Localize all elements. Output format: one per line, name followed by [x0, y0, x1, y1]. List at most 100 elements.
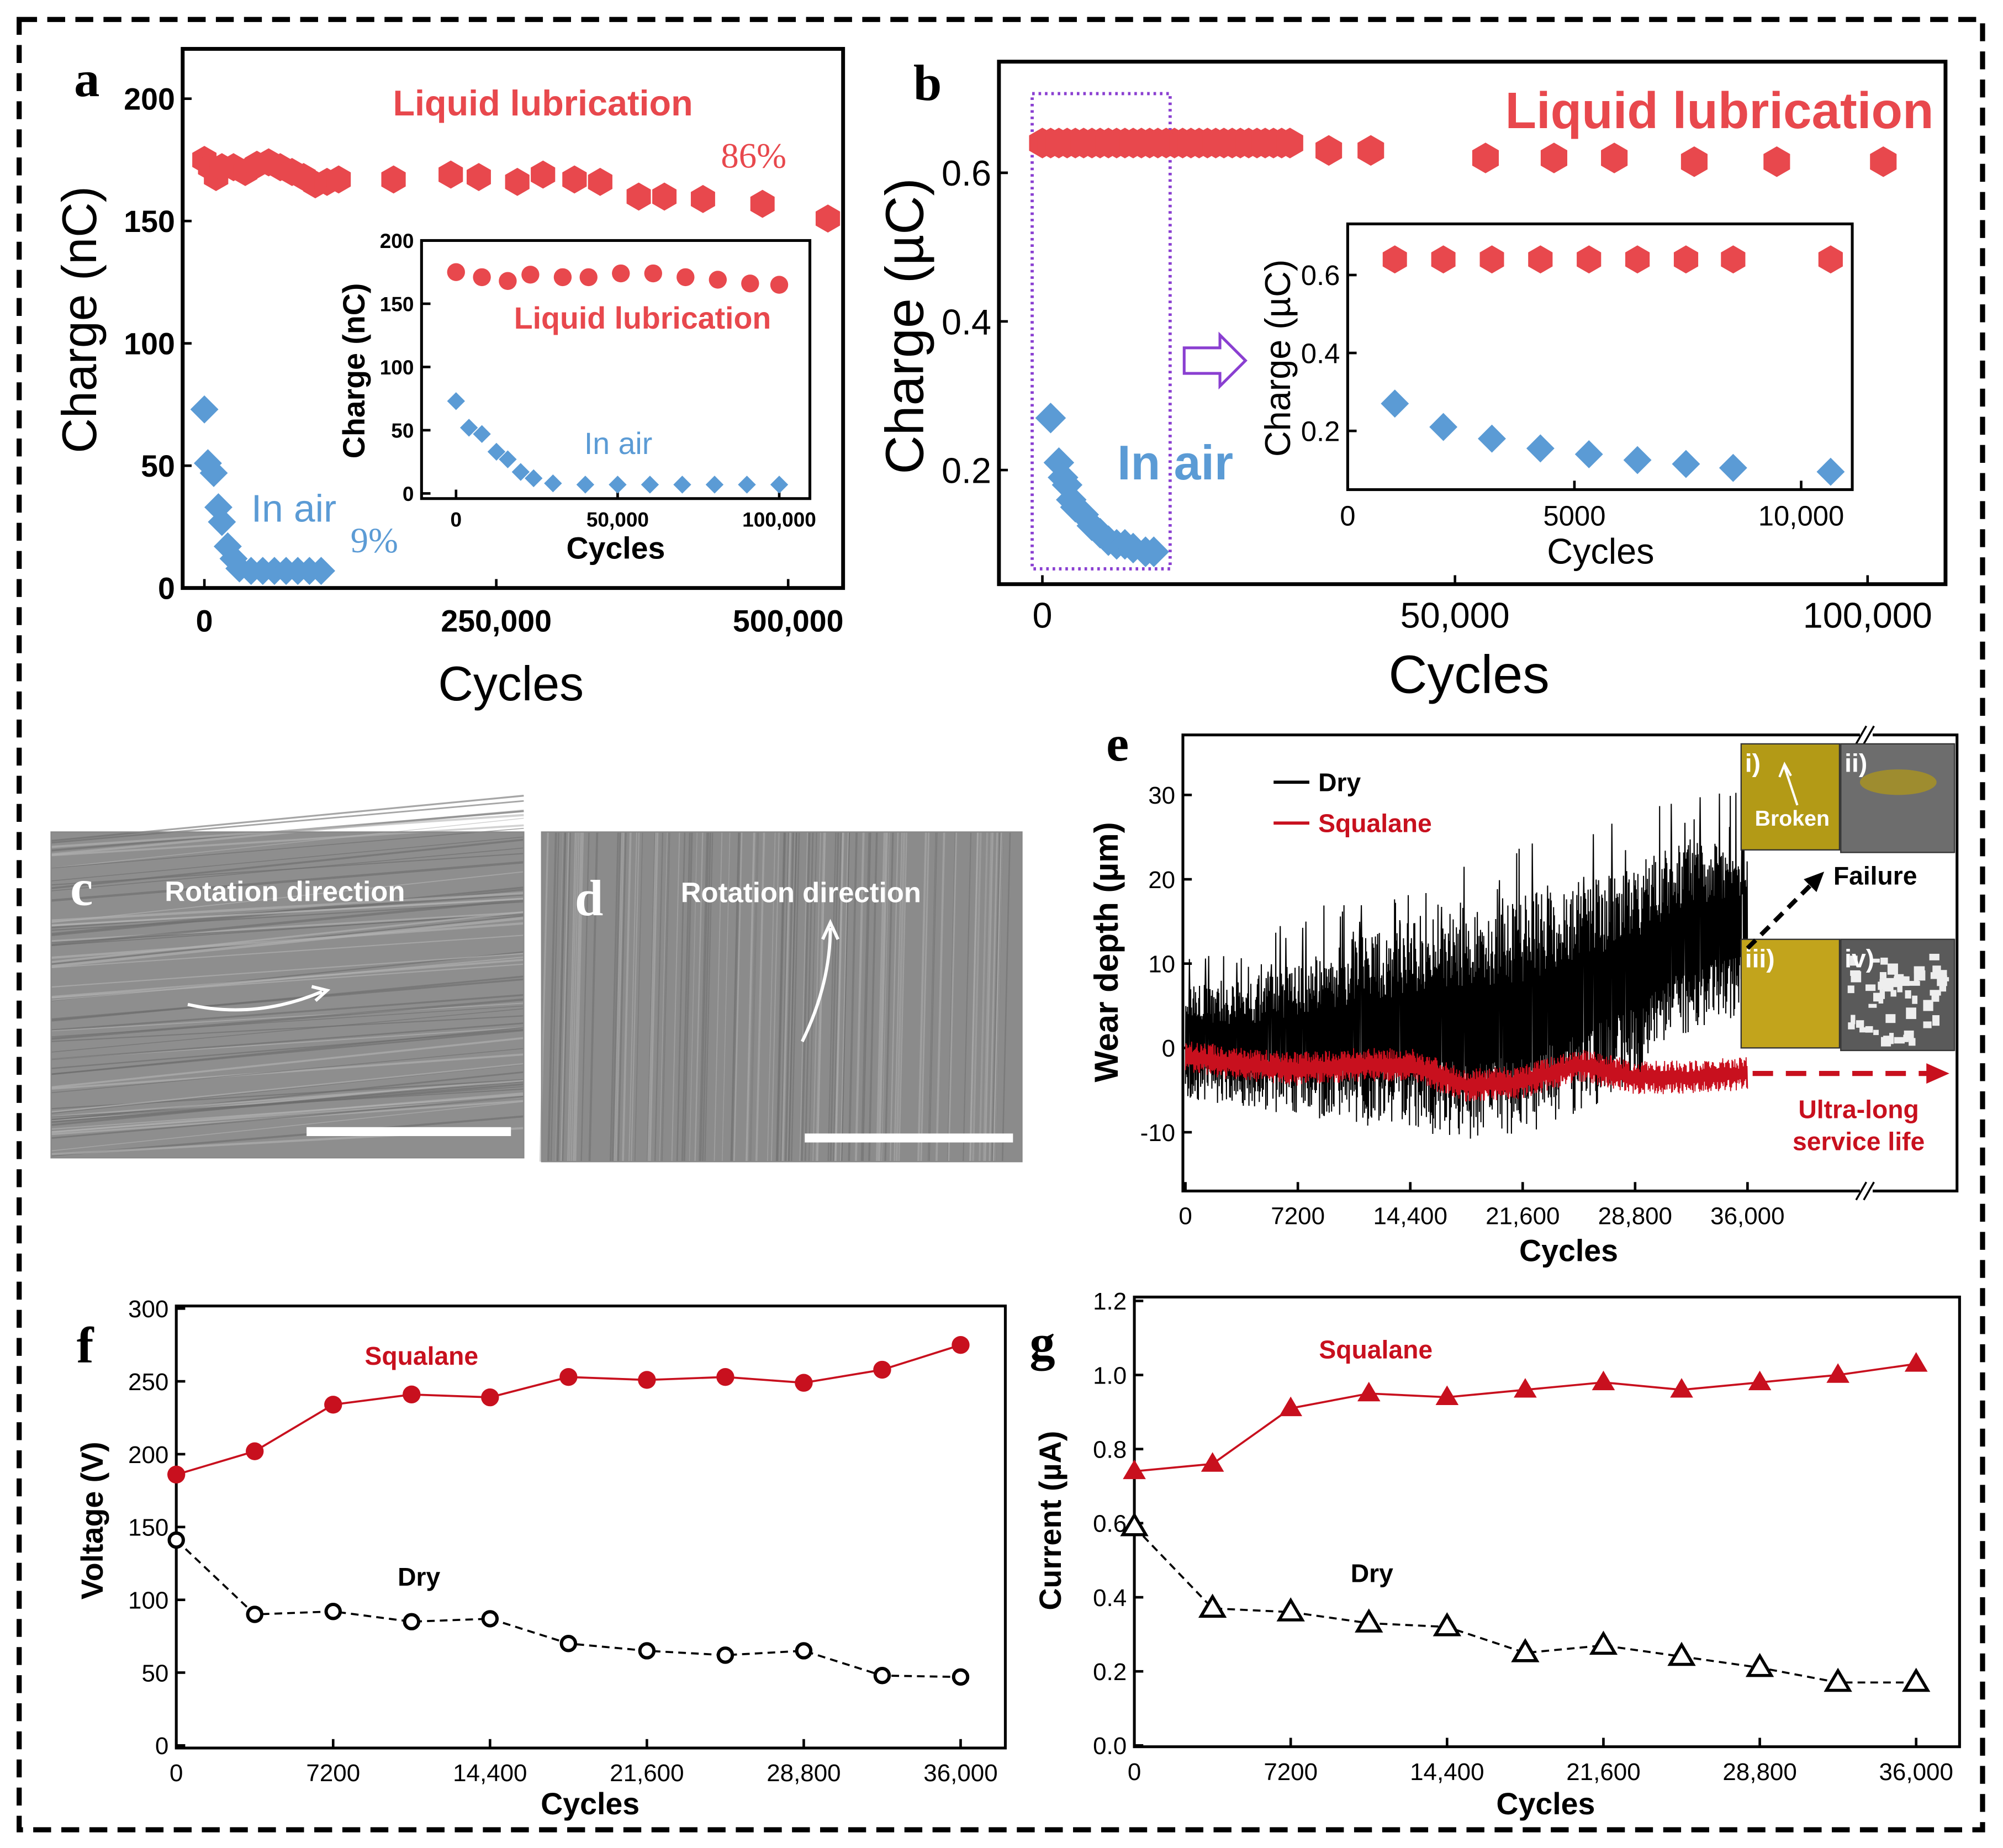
- x-tick-label: 21,600: [610, 1760, 684, 1787]
- data-point: [1592, 1370, 1615, 1391]
- sem-streak: [1001, 832, 1011, 1162]
- data-point: [1528, 245, 1553, 274]
- data-point: [750, 189, 775, 218]
- sem-streak: [776, 832, 786, 1162]
- sem-streak: [634, 832, 643, 1162]
- sem-texture-c: [50, 795, 525, 1159]
- data-point: [1382, 245, 1407, 274]
- series-in-air: [1035, 403, 1170, 567]
- data-point: [1357, 135, 1384, 166]
- data-point: [511, 463, 530, 481]
- micrograph-speckle: [1912, 995, 1918, 1004]
- sem-streak: [622, 832, 632, 1162]
- scale-bar-c: [306, 1127, 511, 1136]
- series-liquid-lubrication: [192, 146, 841, 233]
- y-tick-label: 100: [124, 327, 175, 361]
- micrograph-label: ii): [1845, 749, 1867, 778]
- data-point: [1138, 536, 1170, 567]
- y-tick-label: 30: [1148, 782, 1175, 809]
- panel-label-d-text: d: [575, 870, 603, 927]
- data-point: [438, 160, 463, 189]
- data-point: [1435, 1385, 1459, 1405]
- sem-streak: [51, 958, 524, 998]
- y-tick-label: -10: [1140, 1120, 1176, 1147]
- data-point: [167, 1531, 185, 1549]
- sem-streak: [699, 832, 709, 1162]
- micrograph-speckle: [1865, 1026, 1873, 1033]
- x-tick-label: 36,000: [1710, 1203, 1784, 1230]
- sem-streak: [51, 886, 524, 935]
- sem-streak: [51, 892, 524, 922]
- sem-streak: [884, 832, 894, 1162]
- data-point: [795, 1642, 813, 1660]
- sem-streak: [51, 1096, 524, 1139]
- sem-streak: [51, 994, 524, 1031]
- y-tick-label: 200: [124, 82, 175, 117]
- micrograph-1: [1740, 743, 1841, 851]
- sem-streak: [799, 832, 808, 1162]
- sem-streak: [51, 897, 524, 927]
- series-liquid-lubrication: [1029, 128, 1897, 177]
- data-point: [1123, 1459, 1146, 1480]
- sem-streak: [733, 832, 743, 1162]
- data-point: [716, 1368, 734, 1386]
- sem-streak: [51, 978, 524, 1021]
- micrograph-speckle: [1909, 1038, 1916, 1046]
- y-tick-label: 10: [1148, 951, 1175, 978]
- sem-streak: [51, 838, 524, 889]
- micrograph-speckle: [1929, 953, 1939, 960]
- micrograph-speckle: [1879, 972, 1886, 979]
- sem-streak: [676, 832, 686, 1162]
- data-point: [1577, 245, 1602, 274]
- y-axis-title: Wear depth (µm): [1088, 822, 1125, 1082]
- data-point: [1818, 245, 1843, 274]
- sem-streak: [992, 832, 1002, 1162]
- rotation-arrow-c: [187, 990, 323, 1012]
- data-point: [499, 272, 517, 290]
- sem-streak: [868, 832, 878, 1162]
- sem-streak: [694, 832, 704, 1162]
- sem-streak: [660, 832, 670, 1162]
- sem-streak: [613, 832, 623, 1162]
- data-point: [626, 182, 651, 211]
- sem-streak: [560, 832, 569, 1162]
- scale-bar-d: [805, 1133, 1013, 1143]
- y-tick-label: 0.4: [1301, 337, 1340, 369]
- sem-streak: [935, 832, 945, 1162]
- data-point: [208, 508, 236, 536]
- sem-streak: [784, 832, 795, 1162]
- data-point: [1357, 1381, 1381, 1402]
- micrograph-speckle: [1880, 957, 1888, 965]
- failure-arrow: [1746, 883, 1813, 950]
- data-point: [559, 1368, 578, 1386]
- micrograph-wear-mark: [1859, 769, 1937, 795]
- series-squalane: [1123, 1352, 1928, 1480]
- data-point: [815, 204, 841, 233]
- micrograph-speckle: [1930, 990, 1941, 996]
- series-label: In air: [251, 487, 336, 530]
- plot-area-f: [175, 1305, 1007, 1750]
- sem-streak: [704, 832, 714, 1162]
- annotation-percent: 9%: [351, 521, 398, 561]
- sem-streak: [880, 832, 890, 1162]
- micrograph-speckle: [1896, 976, 1901, 983]
- sem-streak: [969, 832, 979, 1162]
- data-point: [1315, 135, 1343, 166]
- data-point: [795, 1374, 813, 1392]
- failure-label: Failure: [1833, 861, 1917, 890]
- panel-label-g: g: [1029, 1315, 1055, 1371]
- sem-streak: [615, 832, 625, 1162]
- micrograph-speckle: [1873, 992, 1880, 1002]
- sem-streak: [963, 832, 972, 1162]
- data-point: [447, 263, 465, 281]
- series-label: Liquid lubrication: [1505, 82, 1933, 139]
- data-point: [1667, 1641, 1696, 1666]
- micrograph-label: iv): [1845, 944, 1874, 973]
- sem-streak: [854, 832, 865, 1162]
- micrograph-speckle: [1894, 974, 1904, 979]
- data-point: [1355, 1608, 1383, 1633]
- micrograph-speckle: [1909, 981, 1920, 986]
- y-tick-label: 0.4: [1093, 1585, 1127, 1612]
- sem-streak: [51, 847, 524, 891]
- sem-streak: [755, 832, 765, 1162]
